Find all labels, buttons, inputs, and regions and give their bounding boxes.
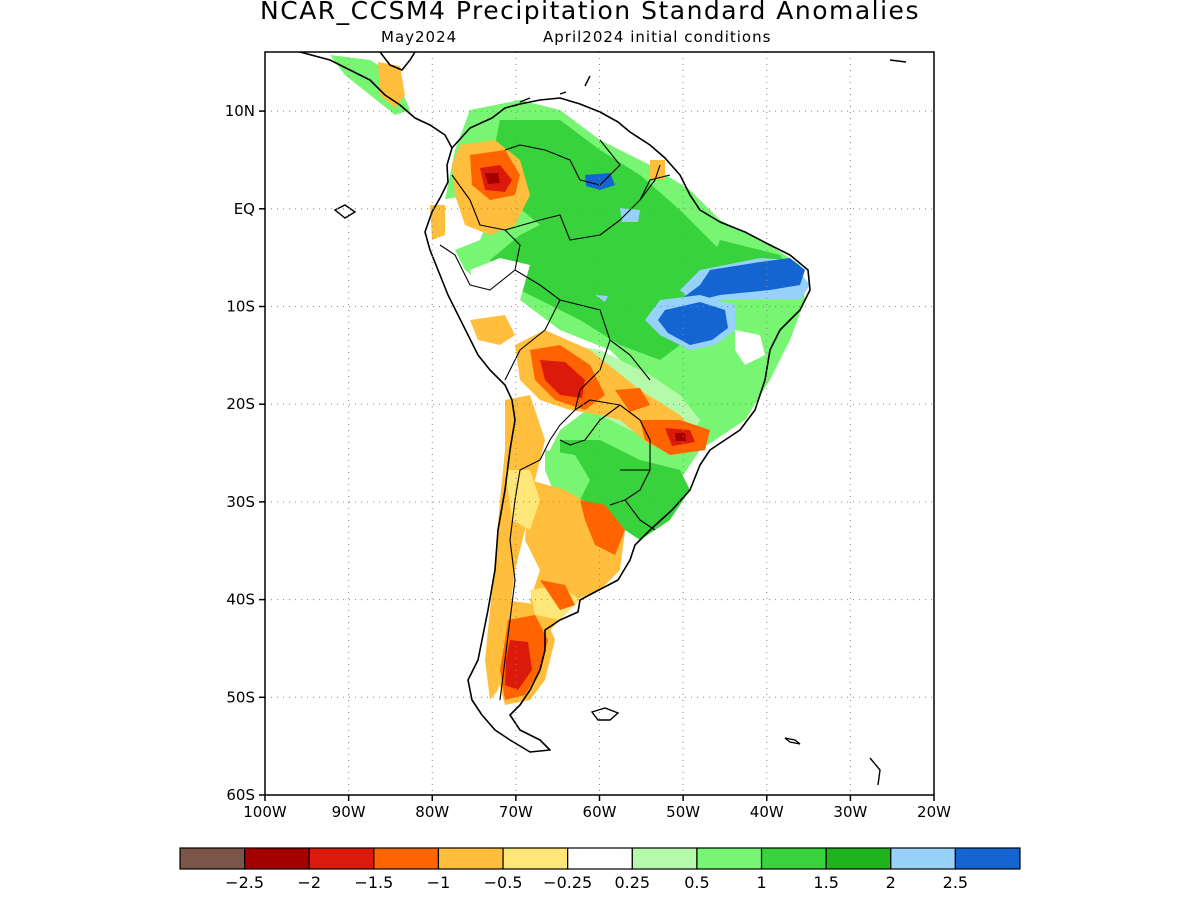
islands — [333, 59, 907, 786]
x-tick-label: 20W — [917, 803, 951, 821]
anomaly-area-orange-guiana — [650, 160, 665, 180]
x-tick-label: 40W — [750, 803, 784, 821]
x-tick-label: 70W — [499, 803, 533, 821]
y-tick-label: 60S — [226, 786, 255, 804]
colorbar-label: −1 — [427, 873, 451, 892]
anomaly-area-blue-ne — [680, 258, 805, 300]
x-tick-label: 90W — [332, 803, 366, 821]
colorbar-swatch — [825, 847, 892, 870]
y-tick-label: 30S — [226, 493, 255, 511]
colorbar-label: 2 — [886, 873, 896, 892]
map-title: NCAR_CCSM4 Precipitation Standard Anomal… — [260, 0, 920, 25]
central-america-north — [379, 52, 416, 71]
colorbar: −2.5 −2 −1.5 −1 −0.5 −0.25 0.25 0.5 1 1.5 2 2.5 — [179, 847, 1021, 892]
anomaly-area-yellow-argentina-north — [505, 470, 540, 530]
y-tick-label: 50S — [226, 688, 255, 706]
anomaly-area-orange-peru — [470, 315, 515, 345]
colorbar-swatch — [502, 847, 569, 870]
colorbar-swatch — [373, 847, 440, 870]
x-axis: 100W 90W 80W 70W 60W 50W 40W 30W 20W — [243, 795, 951, 821]
colorbar-swatch — [179, 847, 246, 870]
y-tick-label: 10N — [225, 102, 255, 120]
anomaly-area-darkred-colombia — [485, 173, 500, 184]
anomaly-area-darkred-brazil-se — [675, 433, 686, 441]
colorbar-swatch — [244, 847, 310, 870]
y-tick-label: 10S — [226, 298, 255, 316]
colorbar-label: 1.5 — [813, 873, 838, 892]
colorbar-swatch — [308, 847, 375, 870]
central-america-coastline — [299, 52, 453, 149]
y-axis: 10N EQ 10S 20S 30S 40S 50S 60S — [225, 102, 265, 804]
anomaly-area-red-patagonia — [505, 640, 532, 690]
initial-conditions: April2024 initial conditions — [543, 28, 772, 46]
x-tick-label: 30W — [833, 803, 867, 821]
anomaly-area-blue-bahia — [658, 302, 728, 345]
colorbar-swatch — [696, 847, 763, 870]
y-tick-label: 40S — [226, 591, 255, 609]
colorbar-label: 0.5 — [684, 873, 709, 892]
anomaly-area-orange-ecuador — [430, 205, 445, 240]
colorbar-swatch — [437, 847, 504, 870]
anomaly-area-lightblue-guiana — [620, 208, 640, 222]
colorbar-label: 1 — [756, 873, 766, 892]
anomaly-field — [330, 55, 810, 705]
valid-month: May2024 — [381, 28, 458, 46]
colorbar-label: 2.5 — [943, 873, 968, 892]
x-tick-label: 50W — [666, 803, 700, 821]
colorbar-label: −1.5 — [354, 873, 393, 892]
colorbar-swatch — [760, 847, 827, 870]
colorbar-label: −0.25 — [543, 873, 592, 892]
colorbar-swatch — [567, 847, 633, 870]
x-tick-label: 100W — [243, 803, 287, 821]
colorbar-label: −2 — [297, 873, 321, 892]
anomaly-area-orange-central-america — [378, 62, 405, 108]
falkland-islands — [590, 707, 620, 721]
south-georgia-island — [784, 737, 801, 745]
anomaly-area-darkorange-mato-grosso — [615, 388, 650, 412]
anomaly-area-darkorange-uruguay — [580, 500, 625, 555]
y-tick-label: 20S — [226, 395, 255, 413]
anomaly-area-lightblue-amazon — [595, 295, 608, 302]
anomaly-area-red-bolivia — [540, 360, 585, 398]
colorbar-swatch — [954, 847, 1021, 870]
colorbar-label: −2.5 — [225, 873, 264, 892]
anomaly-area-green-paraguay — [560, 440, 690, 540]
galapagos-islands — [333, 204, 357, 219]
south-america-coastline — [424, 97, 811, 753]
anomaly-area-darkorange-chile — [540, 580, 575, 610]
anomaly-area-white-amazon-west — [470, 258, 530, 320]
caribbean-islands — [519, 59, 907, 786]
x-tick-label: 60W — [583, 803, 617, 821]
anomaly-area-white-bahia — [735, 330, 765, 365]
colorbar-label: 0.25 — [614, 873, 650, 892]
colorbar-swatch — [631, 847, 698, 870]
y-tick-label: EQ — [234, 200, 255, 218]
map-subtitle: May2024 April2024 initial conditions — [0, 28, 1200, 48]
colorbar-swatch — [890, 847, 956, 870]
colorbar-label: −0.5 — [484, 873, 523, 892]
x-tick-label: 80W — [415, 803, 449, 821]
